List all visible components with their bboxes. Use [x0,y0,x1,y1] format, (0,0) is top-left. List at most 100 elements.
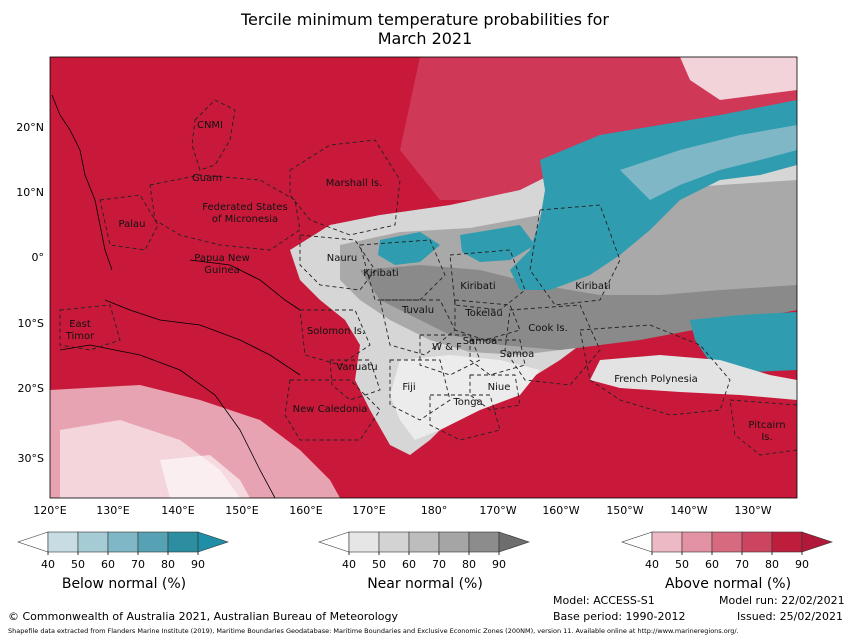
eez-micronesia [149,174,301,251]
shapefile-credit: Shapefile data extracted from Flanders M… [8,627,739,635]
lat-tick-label: 30°S [18,452,44,465]
colorbar-segment [348,531,380,553]
lat-tick-label: 10°S [18,317,44,330]
label-palau: Palau [119,219,146,230]
eez-kiribati-west [359,239,446,301]
colorbar-tick-label: 90 [795,558,809,571]
map-field [50,57,797,498]
label-fsm-2: of Micronesia [212,214,278,225]
label-kiribati-west: Kiribati [363,268,398,279]
colorbar-near-title: Near normal (%) [367,576,483,592]
colorbar-segment [77,531,109,553]
colorbar-segment [47,531,79,553]
colorbar-above-title: Above normal (%) [664,576,792,592]
model-name: Model: ACCESS-S1 [553,594,655,607]
label-png-1: Papua New [194,253,250,264]
lon-tick-label: 120°E [33,504,66,517]
label-fiji: Fiji [402,382,415,393]
colorbar-extend-low [17,531,49,553]
colorbar-tick-label: 60 [101,558,115,571]
colorbar-segment [438,531,470,553]
lon-tick-label: 170°W [479,504,516,517]
label-samoa-1: Samoa [463,336,497,347]
colorbar-below-normal: 40 50 60 70 80 90 [17,531,229,571]
below-normal-south-east [690,312,797,372]
eez-fiji [389,359,451,421]
colorbar-segment [137,531,169,553]
colorbar-tick-label: 70 [735,558,749,571]
lon-tick-label: 140°E [161,504,194,517]
colorbar-extend-low [318,531,350,553]
lon-tick-label: 130°W [734,504,771,517]
neutral-patch-south [160,455,250,498]
lon-tick-label: 150°W [606,504,643,517]
label-guam: Guam [192,173,222,184]
label-kiribati-east: Kiribati [575,281,610,292]
eez-niue [469,374,521,411]
label-tonga: Tonga [452,397,482,408]
colorbar-segment [408,531,440,553]
lon-tick-label: 180° [421,504,448,517]
label-solomon: Solomon Is. [307,326,365,337]
colorbar-segment [468,531,500,553]
colorbar-tick-label: 60 [705,558,719,571]
eez-solomon [299,309,371,366]
eez-kiribati-east [529,204,621,306]
eez-nauru [299,234,376,291]
colorbar-tick-label: 60 [402,558,416,571]
eez-kiribati-central [449,249,526,311]
colorbar-tick-label: 40 [645,558,659,571]
longitude-labels: 120°E 130°E 140°E 150°E 160°E 170°E 180°… [33,504,772,517]
colorbar-tick-label: 50 [71,558,85,571]
near-normal-light-south [390,355,540,440]
label-east-timor-2: Timor [65,331,95,342]
lon-tick-label: 150°E [225,504,258,517]
label-samoa-2: Samoa [500,349,534,360]
below-normal-light-east [620,125,797,200]
label-cook: Cook Is. [528,323,568,334]
png-coast [189,259,301,311]
colorbar-tick-label: 50 [675,558,689,571]
label-wallis-futuna: W & F [432,342,462,353]
map-frame [49,56,798,499]
indonesia-coast [104,299,301,376]
colorbar-segment [378,531,410,553]
colorbar-tick-label: 80 [161,558,175,571]
colorbar-segment [771,531,803,553]
eez-samoa [469,339,526,376]
lon-tick-label: 170°E [352,504,385,517]
label-pitcairn-2: Is. [761,432,772,443]
lat-tick-label: 20°S [18,382,44,395]
label-french-polynesia: French Polynesia [614,374,698,385]
colorbar-tick-label: 80 [765,558,779,571]
near-normal-polynesia [590,355,797,400]
eez-cook [504,304,601,386]
colorbar-tick-label: 50 [372,558,386,571]
colorbar-tick-label: 70 [131,558,145,571]
australia-coast [59,344,276,498]
lon-tick-label: 140°W [670,504,707,517]
region-labels: CNMI Guam Marshall Is. Federated States … [65,120,786,443]
colorbar-below-title: Below normal (%) [61,576,187,592]
label-east-timor-1: East [69,319,91,330]
label-kiribati-central: Kiribati [460,281,495,292]
copyright: © Commonwealth of Australia 2021, Austra… [8,610,398,623]
above-light-north [400,57,797,200]
colorbar-segment [651,531,683,553]
issued-date: Issued: 25/02/2021 [737,610,844,623]
eez-cnmi [191,99,236,171]
colorbar-segment [107,531,139,553]
near-normal-core [360,265,797,350]
philippines-coast [51,94,113,271]
model-run: Model run: 22/02/2021 [719,594,845,607]
title-line-2: March 2021 [377,29,473,48]
latitude-labels: 20°N 10°N 0° 10°S 20°S 30°S [16,121,44,465]
colorbar-extend-high [801,531,833,553]
lon-tick-label: 130°E [96,504,129,517]
colorbar-tick-label: 90 [191,558,205,571]
colorbar-tick-label: 40 [342,558,356,571]
colorbar-extend-high [498,531,530,553]
colorbar-segment [681,531,713,553]
eez-new-caledonia [284,379,381,441]
eez-vanuatu [329,359,381,401]
